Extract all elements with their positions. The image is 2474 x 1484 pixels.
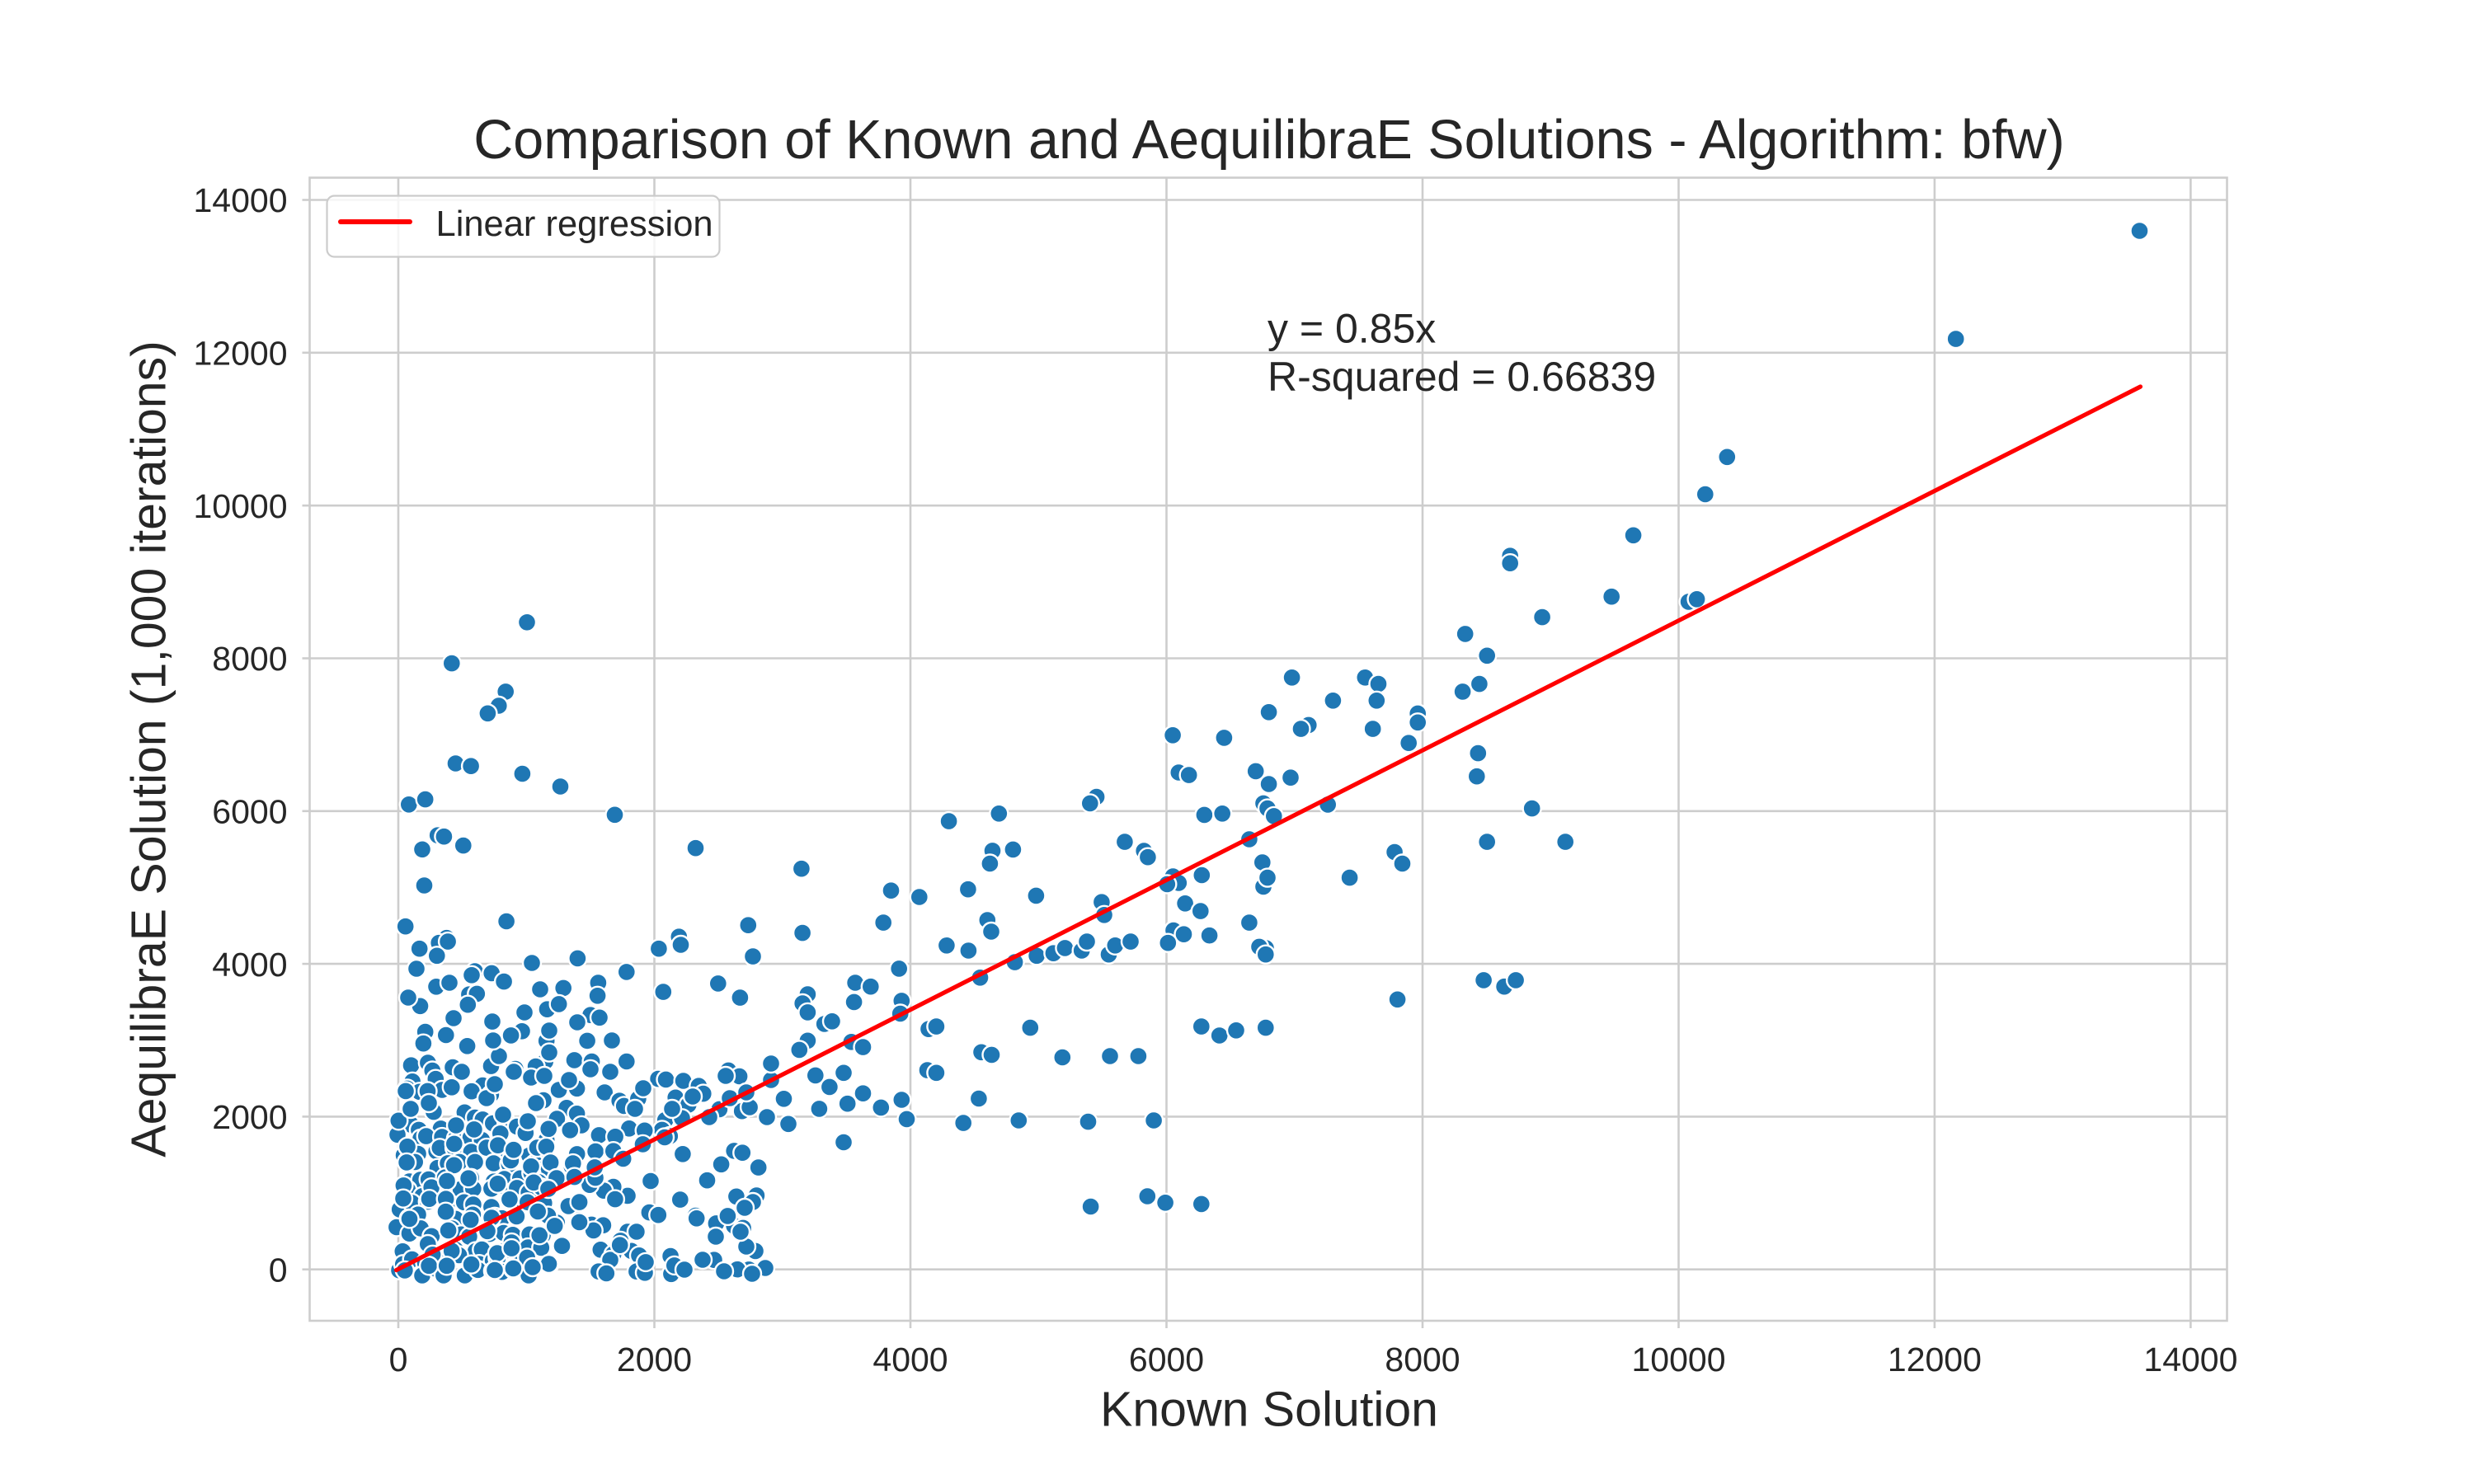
svg-text:2000: 2000	[617, 1341, 692, 1378]
svg-text:4000: 4000	[212, 946, 287, 984]
svg-text:0: 0	[389, 1341, 408, 1378]
svg-text:12000: 12000	[1888, 1341, 1982, 1378]
svg-text:14000: 14000	[2143, 1341, 2237, 1378]
svg-text:6000: 6000	[1129, 1341, 1204, 1378]
svg-text:4000: 4000	[872, 1341, 948, 1378]
svg-text:8000: 8000	[212, 640, 287, 678]
svg-text:Known Solution: Known Solution	[1100, 1383, 1438, 1437]
svg-text:Linear regression: Linear regression	[436, 204, 713, 244]
svg-text:0: 0	[269, 1251, 288, 1289]
svg-text:14000: 14000	[193, 181, 287, 219]
svg-text:10000: 10000	[193, 487, 287, 525]
svg-text:10000: 10000	[1631, 1341, 1725, 1378]
svg-text:12000: 12000	[193, 335, 287, 373]
svg-text:6000: 6000	[212, 793, 287, 831]
svg-text:y = 0.85x: y = 0.85x	[1268, 306, 1436, 352]
svg-text:2000: 2000	[212, 1098, 287, 1136]
svg-text:Comparison of Known and Aequil: Comparison of Known and AequilibraE Solu…	[473, 110, 2065, 171]
svg-text:8000: 8000	[1385, 1341, 1460, 1378]
svg-text:R-squared = 0.66839: R-squared = 0.66839	[1268, 354, 1656, 400]
svg-text:AequilibraE Solution (1,000 it: AequilibraE Solution (1,000 iterations)	[122, 340, 176, 1157]
